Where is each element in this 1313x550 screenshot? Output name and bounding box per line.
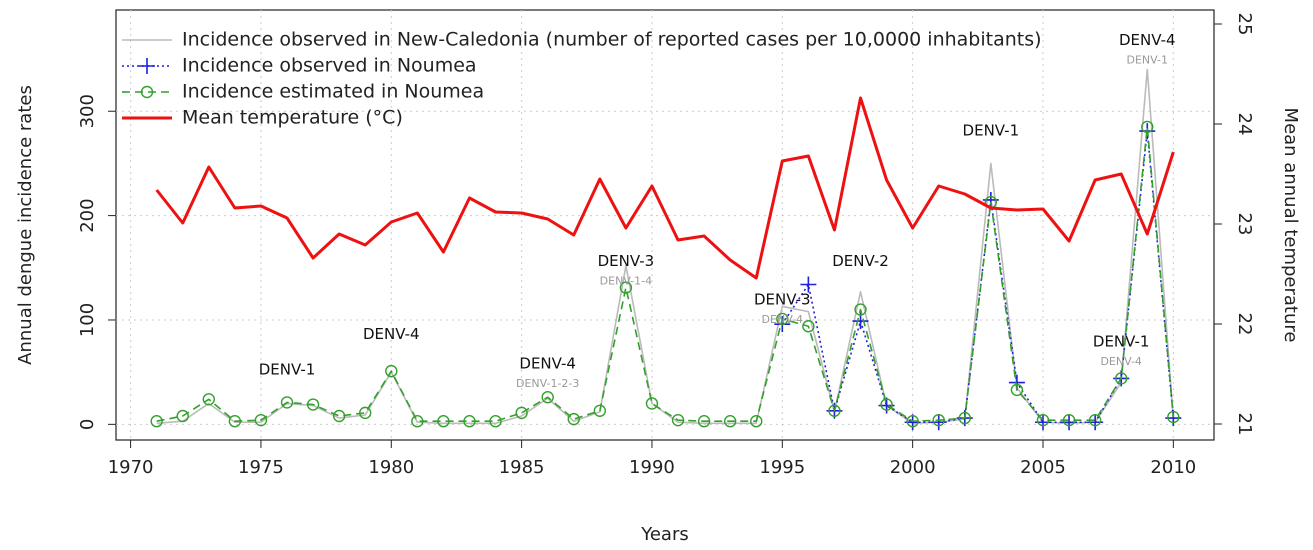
marker-circle	[1114, 372, 1128, 385]
y2-tick-label: 21	[1234, 413, 1255, 436]
marker-circle	[202, 393, 216, 406]
marker-circle	[958, 411, 971, 425]
annotation-sublabel: DENV-1-4	[600, 275, 652, 288]
annotation-sublabel: DENV-4	[762, 313, 804, 326]
y-tick-label: 100	[77, 303, 98, 337]
marker-circle	[906, 415, 919, 428]
legend-marker	[139, 58, 155, 74]
x-tick-label: 2010	[1150, 457, 1196, 478]
marker-circle	[932, 413, 945, 427]
marker-circle	[593, 404, 607, 417]
x-tick-label: 1970	[108, 457, 154, 478]
series-line	[156, 126, 1175, 423]
annotation-label: DENV-4	[363, 325, 420, 343]
marker-circle	[750, 415, 763, 428]
marker-plus	[800, 276, 817, 293]
annotation-label: DENV-4	[519, 354, 576, 372]
marker-circle	[254, 413, 268, 427]
marker-circle	[828, 404, 841, 417]
marker-circle	[776, 312, 789, 326]
marker-circle	[802, 320, 815, 333]
marker-circle	[1010, 383, 1024, 397]
annotation-label: DENV-1	[1093, 332, 1150, 350]
marker-circle	[1167, 410, 1180, 424]
annotation-label: DENV-1	[259, 361, 316, 379]
annotation-label: DENV-2	[832, 252, 889, 270]
series-line	[155, 96, 1175, 280]
annotation-label: DENV-3	[754, 291, 811, 309]
marker-circle	[280, 396, 294, 409]
y2-axis-label: Mean annual temperature	[1280, 108, 1301, 343]
y2-tick-label: 23	[1234, 213, 1255, 236]
legend-label: Incidence observed in New-Caledonia (num…	[182, 29, 1042, 51]
x-tick-label: 1985	[499, 457, 545, 478]
marker-circle	[723, 415, 737, 428]
marker-circle	[854, 303, 867, 316]
legend-marker	[140, 85, 154, 99]
legend-label: Incidence observed in Noumea	[182, 55, 477, 77]
y-tick-label: 200	[77, 198, 98, 232]
marker-circle	[515, 406, 528, 420]
marker-circle	[1036, 413, 1050, 427]
annotation-label: DENV-4	[1119, 31, 1176, 49]
marker-circle	[567, 412, 580, 426]
marker-circle	[306, 398, 320, 411]
marker-circle	[1088, 413, 1102, 427]
marker-circle	[411, 415, 424, 428]
x-tick-label: 1995	[759, 457, 805, 478]
marker-circle	[1141, 120, 1154, 134]
marker-circle	[228, 415, 242, 428]
plot-frame	[115, 9, 1215, 441]
marker-circle	[489, 415, 502, 428]
marker-circle	[385, 364, 398, 378]
marker-circle	[150, 415, 163, 428]
marker-circle	[359, 406, 372, 420]
x-tick-label: 2005	[1020, 457, 1066, 478]
marker-circle	[176, 409, 189, 423]
y2-tick-label: 24	[1234, 113, 1255, 136]
annotation-label: DENV-1	[963, 122, 1020, 140]
x-tick-label: 1990	[629, 457, 675, 478]
marker-circle	[671, 413, 685, 427]
marker-circle	[541, 391, 554, 404]
marker-circle	[697, 415, 711, 428]
annotation-sublabel: DENV-1-2-3	[516, 377, 579, 390]
x-tick-label: 2000	[890, 457, 936, 478]
y-tick-label: 0	[77, 419, 98, 430]
marker-circle	[1062, 413, 1076, 427]
legend-label: Incidence estimated in Noumea	[182, 81, 484, 103]
marker-circle	[619, 281, 633, 294]
y-tick-label: 300	[77, 94, 98, 128]
marker-circle	[880, 398, 893, 411]
marker-circle	[645, 397, 659, 410]
x-axis-label: Years	[640, 524, 689, 545]
marker-circle	[463, 415, 476, 428]
annotation-label: DENV-3	[598, 252, 655, 270]
x-tick-label: 1980	[368, 457, 414, 478]
y2-tick-label: 25	[1234, 13, 1255, 36]
marker-circle	[332, 409, 346, 423]
legend-label: Mean temperature (°C)	[182, 107, 403, 129]
series-line	[156, 68, 1175, 425]
annotation-sublabel: DENV-1	[1127, 53, 1169, 66]
marker-circle	[437, 415, 450, 428]
annotation-sublabel: DENV-4	[1100, 355, 1142, 368]
y-axis-label: Annual dengue incidence rates	[15, 85, 36, 365]
y2-tick-label: 22	[1234, 313, 1255, 336]
x-tick-label: 1975	[238, 457, 284, 478]
